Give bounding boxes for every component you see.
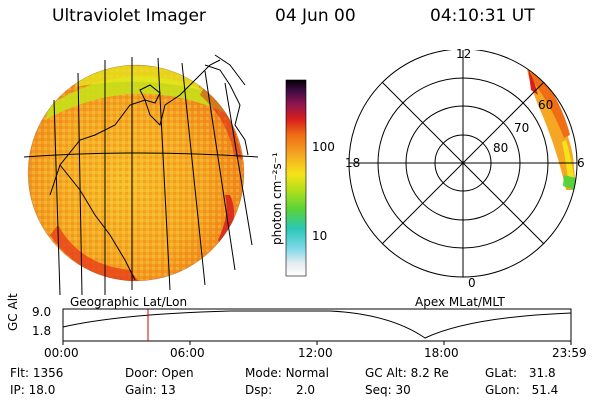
instrument-title: Ultraviolet Imager	[52, 6, 206, 26]
mode-field: Mode: Normal	[245, 366, 329, 380]
glon-value: 51.4	[531, 383, 559, 397]
lat-label-80: 80	[493, 141, 509, 155]
grid-lines	[23, 57, 259, 295]
lat-label-60: 60	[538, 98, 554, 112]
colorbar-unit-label: photon cm⁻²s⁻¹	[270, 152, 284, 245]
colorbar-tick-10: 10	[312, 229, 328, 243]
altitude-curve	[62, 310, 572, 339]
flt-field: Flt: 1356	[10, 366, 63, 380]
mlt-label-6: 6	[577, 156, 585, 170]
altitude-plot	[62, 308, 572, 345]
xtick-0600: 06:00	[170, 346, 205, 360]
glat-label: GLat:	[485, 366, 518, 380]
flt-label: Flt:	[10, 366, 29, 380]
ip-label: IP:	[10, 383, 25, 397]
coastlines	[49, 54, 249, 281]
gcalt-label: GC Alt:	[365, 366, 407, 380]
glon-label: GLon:	[485, 383, 520, 397]
altitude-ytick-low: 1.8	[32, 324, 52, 338]
seq-field: Seq: 30	[365, 383, 411, 397]
glat-field: GLat: 31.8	[485, 366, 556, 380]
colorbar-tick-100: 100	[312, 140, 335, 154]
apex-panel-label: Apex MLat/MLT	[415, 295, 505, 309]
door-field: Door: Open	[125, 366, 194, 380]
geographic-image	[23, 54, 259, 295]
colorbar	[285, 79, 307, 277]
xtick-1800: 18:00	[424, 346, 459, 360]
door-value: Open	[161, 366, 194, 380]
glon-field: GLon: 51.4	[485, 383, 558, 397]
xtick-2359: 23:59	[552, 346, 587, 360]
dsp-value: 2.0	[295, 383, 316, 397]
ip-value: 18.0	[28, 383, 56, 397]
flt-value: 1356	[32, 366, 64, 380]
geographic-panel-label: Geographic Lat/Lon	[70, 295, 188, 309]
polar-grid	[348, 50, 578, 278]
dsp-label: Dsp:	[245, 383, 273, 397]
mode-value: Normal	[285, 366, 329, 380]
disk-emission	[28, 65, 244, 281]
gcalt-value: 8.2 Re	[410, 366, 449, 380]
gain-field: Gain: 13	[125, 383, 176, 397]
dsp-field: Dsp: 2.0	[245, 383, 315, 397]
xtick-0000: 00:00	[44, 346, 79, 360]
xtick-1200: 12:00	[298, 346, 333, 360]
gcalt-field: GC Alt: 8.2 Re	[365, 366, 449, 380]
glat-value: 31.8	[528, 366, 556, 380]
seq-value: 30	[395, 383, 411, 397]
lat-label-70: 70	[514, 121, 530, 135]
time-label: 04:10:31 UT	[430, 6, 535, 26]
gain-value: 13	[160, 383, 176, 397]
date-label: 04 Jun 00	[275, 6, 356, 26]
mlt-label-12: 12	[456, 47, 472, 61]
altitude-ylabel: GC Alt	[6, 293, 20, 331]
seq-label: Seq:	[365, 383, 392, 397]
mlt-label-18: 18	[345, 156, 361, 170]
gain-label: Gain:	[125, 383, 157, 397]
polar-emission	[526, 65, 576, 190]
mlt-label-0: 0	[468, 276, 476, 290]
altitude-ytick-high: 9.0	[32, 305, 52, 319]
mode-label: Mode:	[245, 366, 282, 380]
door-label: Door:	[125, 366, 158, 380]
ip-field: IP: 18.0	[10, 383, 55, 397]
polar-plot	[348, 50, 578, 278]
